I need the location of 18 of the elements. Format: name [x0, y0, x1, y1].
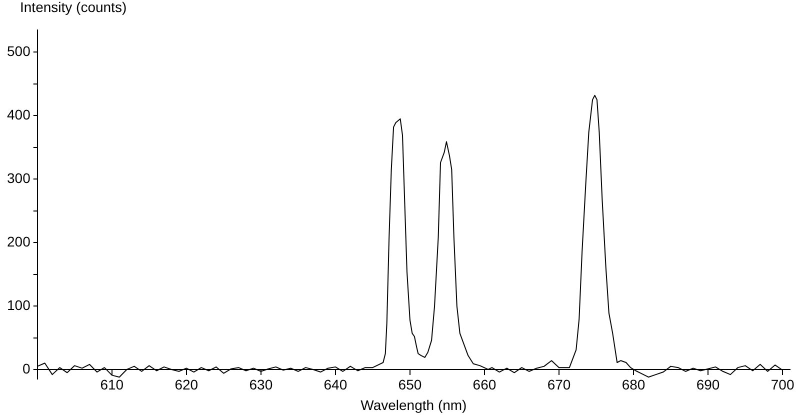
x-tick-label: 620	[174, 376, 198, 393]
x-tick-label: 660	[472, 376, 496, 393]
y-tick-label: 0	[22, 360, 31, 376]
x-tick-label: 640	[324, 376, 348, 393]
y-axis-title: Intensity (counts)	[20, 0, 127, 15]
x-tick-label: 630	[249, 376, 273, 393]
x-tick-label: 700	[770, 376, 794, 393]
y-tick-label: 200	[7, 233, 31, 250]
y-tick-label: 300	[7, 170, 31, 186]
x-tick-label: 610	[100, 376, 124, 393]
y-tick-label: 400	[7, 106, 31, 123]
x-axis-title: Wavelength (nm)	[360, 396, 467, 413]
x-tick-label: 670	[547, 376, 571, 393]
y-tick-label: 100	[7, 296, 31, 313]
x-tick-label: 690	[696, 376, 720, 393]
x-tick-label: 650	[398, 376, 422, 393]
x-tick-label: 680	[622, 376, 646, 393]
y-tick-label: 500	[7, 43, 31, 60]
